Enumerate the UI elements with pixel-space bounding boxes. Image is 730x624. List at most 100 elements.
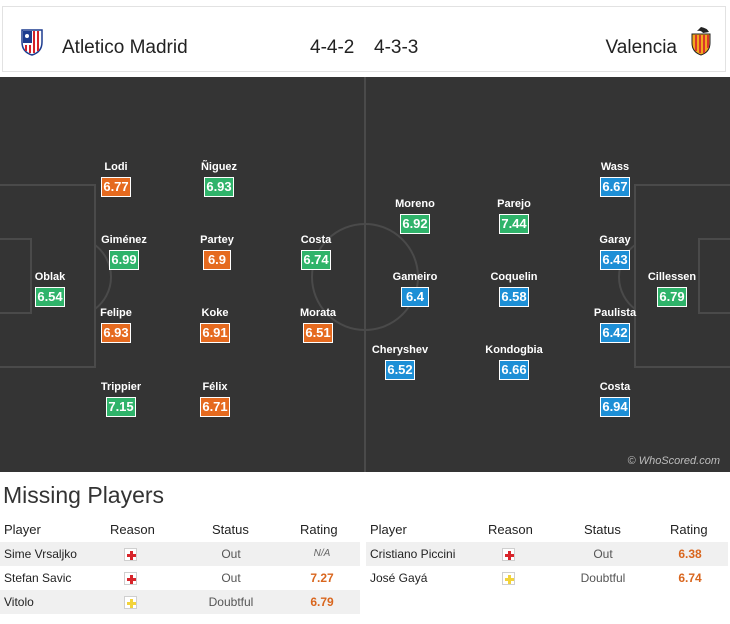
home-missing-table: Player Reason Status Rating Sime Vrsaljk… xyxy=(0,518,360,614)
column-player: Player xyxy=(4,522,41,537)
player-name[interactable]: Moreno xyxy=(395,198,435,210)
column-reason: Reason xyxy=(110,522,155,537)
missing-player-name[interactable]: Cristiano Piccini xyxy=(370,547,456,561)
missing-player-name[interactable]: Stefan Savic xyxy=(4,571,72,585)
pitch-lines xyxy=(0,77,730,472)
player-name[interactable]: Oblak xyxy=(34,271,66,283)
away-player-marker[interactable]: Cillessen 6.79 xyxy=(632,271,712,307)
away-team-name[interactable]: Valencia xyxy=(605,37,677,58)
missing-rating: 7.27 xyxy=(310,571,334,585)
player-rating: 7.15 xyxy=(106,397,136,417)
player-rating: 6.67 xyxy=(600,177,630,197)
doubtful-icon[interactable] xyxy=(502,572,515,585)
home-player-marker[interactable]: Costa 6.74 xyxy=(276,234,356,270)
table-row: José Gayá Doubtful 6.74 xyxy=(366,566,728,590)
home-player-marker[interactable]: Félix 6.71 xyxy=(175,381,255,417)
player-rating: 6.71 xyxy=(200,397,230,417)
away-player-marker[interactable]: Parejo 7.44 xyxy=(474,198,554,234)
table-row: Vitolo Doubtful 6.79 xyxy=(0,590,360,614)
home-player-marker[interactable]: Morata 6.51 xyxy=(278,307,358,343)
home-formation: 4-4-2 xyxy=(310,37,355,58)
missing-player-name[interactable]: Sime Vrsaljko xyxy=(4,547,77,561)
home-player-marker[interactable]: Koke 6.91 xyxy=(175,307,255,343)
player-name[interactable]: Cillessen xyxy=(647,271,697,283)
player-name[interactable]: Cheryshev xyxy=(371,344,429,356)
missing-status: Out xyxy=(221,571,241,585)
missing-status: Doubtful xyxy=(580,571,626,585)
missing-player-name[interactable]: Vitolo xyxy=(4,595,34,609)
player-name[interactable]: Morata xyxy=(299,307,337,319)
away-player-marker[interactable]: Garay 6.43 xyxy=(575,234,655,270)
player-rating: 6.58 xyxy=(499,287,529,307)
home-player-marker[interactable]: Partey 6.9 xyxy=(177,234,257,270)
away-player-marker[interactable]: Gameiro 6.4 xyxy=(375,271,455,307)
whoscored-watermark: © WhoScored.com xyxy=(627,455,720,467)
player-name[interactable]: Garay xyxy=(599,234,631,246)
column-rating: Rating xyxy=(300,522,338,537)
away-player-marker[interactable]: Paulista 6.42 xyxy=(575,307,655,343)
player-rating: 6.54 xyxy=(35,287,65,307)
player-name[interactable]: Trippier xyxy=(100,381,142,393)
away-player-marker[interactable]: Cheryshev 6.52 xyxy=(360,344,440,380)
column-player: Player xyxy=(370,522,407,537)
player-rating: 6.91 xyxy=(200,323,230,343)
player-name[interactable]: Lodi xyxy=(104,161,128,173)
player-name[interactable]: Coquelin xyxy=(490,271,538,283)
away-missing-table: Player Reason Status Rating Cristiano Pi… xyxy=(366,518,728,590)
player-rating: 6.52 xyxy=(385,360,415,380)
pitch: Lodi 6.77 Ñiguez 6.93 Giménez 6.99 Partey 6.9 Co… xyxy=(0,77,730,472)
player-name[interactable]: Koke xyxy=(201,307,229,319)
player-rating: 6.99 xyxy=(109,250,139,270)
away-player-marker[interactable]: Kondogbia 6.66 xyxy=(474,344,554,380)
injury-icon[interactable] xyxy=(502,548,515,561)
column-reason: Reason xyxy=(488,522,533,537)
player-name[interactable]: Kondogbia xyxy=(485,344,543,356)
home-player-marker[interactable]: Oblak 6.54 xyxy=(10,271,90,307)
player-rating: 6.93 xyxy=(204,177,234,197)
missing-status: Out xyxy=(593,547,613,561)
player-name[interactable]: Partey xyxy=(200,234,234,246)
home-player-marker[interactable]: Lodi 6.77 xyxy=(76,161,156,197)
home-player-marker[interactable]: Felipe 6.93 xyxy=(76,307,156,343)
missing-status: Out xyxy=(221,547,241,561)
home-player-marker[interactable]: Giménez 6.99 xyxy=(84,234,164,270)
table-row: Stefan Savic Out 7.27 xyxy=(0,566,360,590)
injury-icon[interactable] xyxy=(124,548,137,561)
missing-players-title: Missing Players xyxy=(3,482,165,508)
player-name[interactable]: Ñiguez xyxy=(200,161,238,173)
player-name[interactable]: Wass xyxy=(600,161,630,173)
player-rating: 6.94 xyxy=(600,397,630,417)
player-rating: 6.93 xyxy=(101,323,131,343)
table-header: Player Reason Status Rating xyxy=(0,518,360,542)
injury-icon[interactable] xyxy=(124,572,137,585)
player-rating: 6.51 xyxy=(303,323,333,343)
away-player-marker[interactable]: Costa 6.94 xyxy=(575,381,655,417)
player-rating: 6.79 xyxy=(657,287,687,307)
missing-player-name[interactable]: José Gayá xyxy=(370,571,428,585)
player-name[interactable]: Paulista xyxy=(593,307,637,319)
player-rating: 6.9 xyxy=(203,250,231,270)
away-player-marker[interactable]: Moreno 6.92 xyxy=(375,198,455,234)
player-name[interactable]: Parejo xyxy=(497,198,531,210)
home-team-name[interactable]: Atletico Madrid xyxy=(62,37,188,58)
player-name[interactable]: Costa xyxy=(599,381,631,393)
column-rating: Rating xyxy=(670,522,708,537)
column-status: Status xyxy=(584,522,621,537)
away-player-marker[interactable]: Wass 6.67 xyxy=(575,161,655,197)
valencia-crest-icon xyxy=(691,27,711,56)
doubtful-icon[interactable] xyxy=(124,596,137,609)
home-player-marker[interactable]: Ñiguez 6.93 xyxy=(179,161,259,197)
match-header: Atletico Madrid 4-4-2 4-3-3 Valencia xyxy=(2,6,726,72)
player-name[interactable]: Felipe xyxy=(100,307,132,319)
player-rating: 6.4 xyxy=(401,287,429,307)
player-name[interactable]: Giménez xyxy=(101,234,147,246)
away-player-marker[interactable]: Coquelin 6.58 xyxy=(474,271,554,307)
player-name[interactable]: Félix xyxy=(202,381,228,393)
column-status: Status xyxy=(212,522,249,537)
player-rating: 6.66 xyxy=(499,360,529,380)
home-player-marker[interactable]: Trippier 7.15 xyxy=(81,381,161,417)
table-row: Sime Vrsaljko Out N/A xyxy=(0,542,360,566)
missing-rating: 6.38 xyxy=(678,547,702,561)
player-name[interactable]: Costa xyxy=(300,234,332,246)
player-name[interactable]: Gameiro xyxy=(392,271,438,283)
